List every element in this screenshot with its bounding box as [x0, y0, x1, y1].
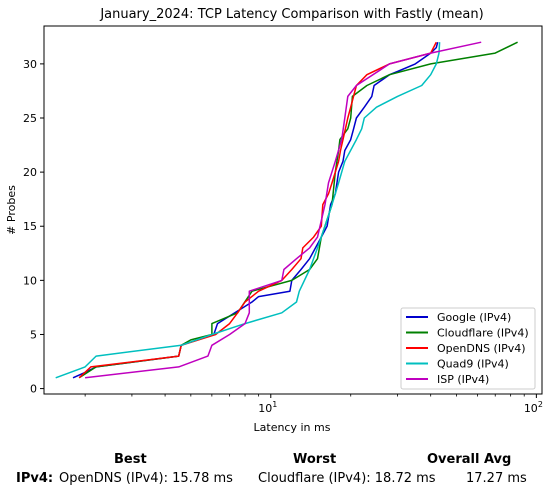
x-axis-label: Latency in ms: [254, 421, 331, 434]
latency-chart: January_2024: TCP Latency Comparison wit…: [5, 7, 543, 434]
best-value: OpenDNS (IPv4): 15.78 ms: [59, 471, 233, 486]
axis-ticks: 0 5 10 15 20 25 30 101 102: [23, 58, 543, 415]
series-line: [85, 41, 482, 379]
avg-header: Overall Avg: [427, 452, 512, 467]
worst-value: Cloudflare (IPv4): 18.72 ms: [258, 471, 436, 486]
chart-title: January_2024: TCP Latency Comparison wit…: [99, 7, 483, 22]
ipv4-row-label: IPv4:: [16, 471, 53, 486]
legend-label: Quad9 (IPv4): [437, 358, 509, 371]
best-header: Best: [114, 452, 147, 467]
series-line: [78, 41, 437, 379]
y-tick-label: 25: [23, 112, 37, 125]
y-tick-label: 30: [23, 58, 37, 71]
y-tick-label: 20: [23, 166, 37, 179]
y-tick-label: 0: [30, 383, 37, 396]
plot-area: [43, 25, 543, 395]
series-line: [72, 42, 439, 379]
legend-label: OpenDNS (IPv4): [437, 342, 526, 355]
x-tick-label: 102: [524, 400, 543, 415]
legend: Google (IPv4) Cloudflare (IPv4) OpenDNS (I…: [400, 307, 536, 390]
y-tick-label: 15: [23, 220, 37, 233]
x-tick-label: 101: [258, 400, 277, 415]
series-line: [55, 42, 441, 379]
y-tick-label: 10: [23, 274, 37, 287]
legend-label: Google (IPv4): [437, 311, 511, 324]
legend-label: ISP (IPv4): [437, 373, 489, 386]
y-axis-label: # Probes: [5, 185, 18, 235]
worst-header: Worst: [293, 452, 337, 467]
legend-label: Cloudflare (IPv4): [437, 327, 529, 340]
row-label: IPv4: [16, 471, 48, 486]
y-tick-label: 5: [30, 328, 37, 341]
series-lines: [55, 41, 518, 379]
legend-box: [400, 307, 536, 390]
avg-value: 17.27 ms: [466, 471, 527, 486]
row-separator: :: [47, 471, 54, 486]
